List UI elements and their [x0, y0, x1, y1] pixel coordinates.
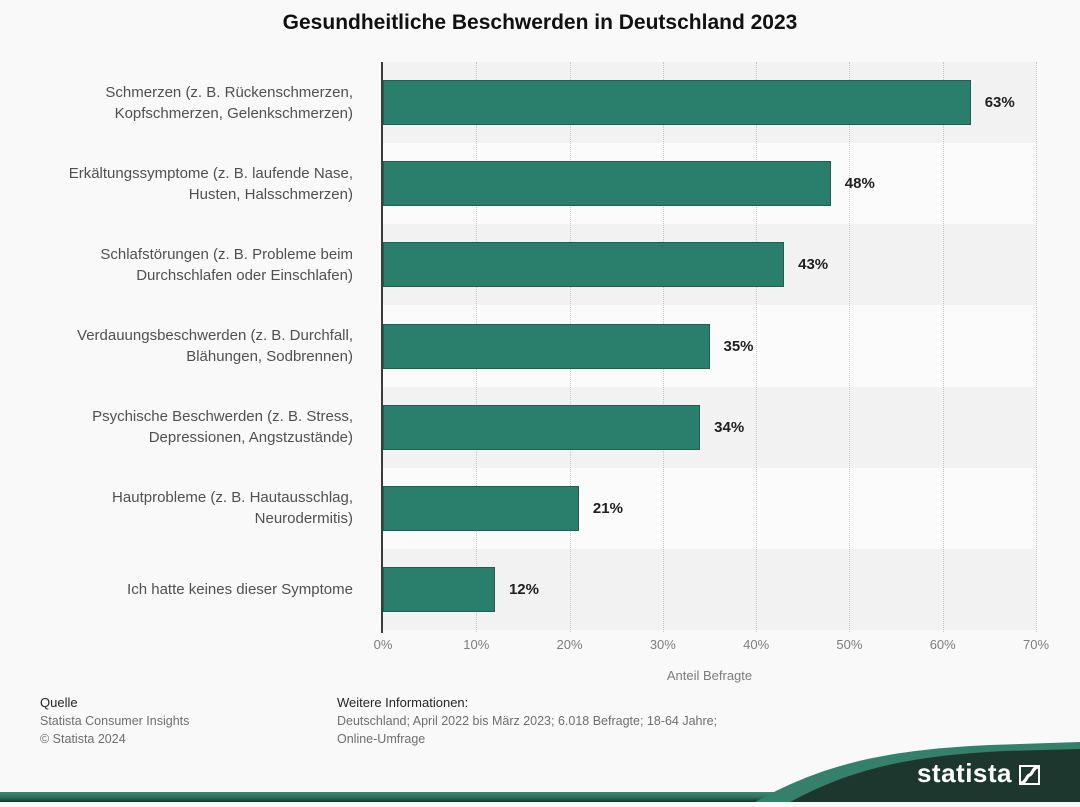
- footer-source-line: Statista Consumer Insights: [40, 714, 190, 728]
- x-tick-label: 60%: [929, 637, 956, 652]
- category-label-line: Erkältungssymptome (z. B. laufende Nase,: [68, 164, 353, 182]
- x-tick-label: 30%: [649, 637, 676, 652]
- x-tick-label: 40%: [743, 637, 770, 652]
- gridline: [1036, 62, 1037, 632]
- gridline: [942, 62, 944, 632]
- statista-wordmark: statista: [916, 758, 1012, 788]
- bar: [383, 242, 785, 288]
- footer-info-block: Weitere Informationen: Deutschland; Apri…: [337, 694, 717, 748]
- footer-info-line: Deutschland; April 2022 bis März 2023; 6…: [337, 714, 718, 728]
- footer-copyright-line: © Statista 2024: [40, 732, 126, 746]
- category-label-line: Blähungen, Sodbrennen): [186, 347, 353, 365]
- category-label-line: Verdauungsbeschwerden (z. B. Durchfall,: [77, 326, 353, 344]
- x-tick-label: 70%: [1022, 637, 1050, 652]
- x-tick-label: 10%: [463, 637, 490, 652]
- gridline: [756, 62, 758, 632]
- bar-value-label: 43%: [798, 256, 829, 274]
- bottom-bar: [0, 792, 1080, 802]
- bar: [383, 80, 971, 126]
- category-label-line: Depressionen, Angstzustände): [148, 429, 353, 447]
- bar-value-label: 63%: [984, 94, 1015, 112]
- chart-title: Gesundheitliche Beschwerden in Deutschla…: [282, 11, 798, 34]
- x-tick-label: 20%: [556, 637, 583, 652]
- swoosh-dark: [790, 749, 1080, 802]
- x-tick-label: 0%: [373, 637, 393, 652]
- category-label-line: Schlafstörungen (z. B. Probleme beim: [100, 245, 353, 263]
- category-label-line: Durchschlafen oder Einschlafen): [136, 266, 353, 284]
- bar: [383, 323, 710, 369]
- footer-info-heading: Weitere Informationen:: [337, 695, 469, 710]
- gridline: [849, 62, 851, 632]
- category-label-line: Kopfschmerzen, Gelenkschmerzen): [114, 104, 353, 122]
- bar: [383, 161, 831, 207]
- brand-swoosh-graphic: [0, 742, 1080, 802]
- x-tick-label: 50%: [836, 637, 863, 652]
- bar-value-label: 21%: [592, 499, 623, 517]
- bar: [383, 485, 579, 531]
- bar: [383, 404, 701, 450]
- category-label-line: Neurodermitis): [254, 510, 353, 528]
- category-label-line: Hautprobleme (z. B. Hautausschlag,: [112, 489, 353, 507]
- footer-source-heading: Quelle: [40, 695, 78, 710]
- category-label-line: Ich hatte keines dieser Symptome: [127, 580, 353, 598]
- category-label: Psychische Beschwerden (z. B. Stress, Dep…: [36, 387, 368, 468]
- category-label: Erkältungssymptome (z. B. laufende Nase,…: [36, 143, 368, 224]
- plot-area: 63% 48% 43% 35% 34% 21% 12%: [383, 62, 1037, 632]
- bar-value-label: 12%: [508, 580, 539, 598]
- category-label: Ich hatte keines dieser Symptome: [36, 549, 368, 630]
- y-axis-line: [381, 62, 383, 633]
- category-label: Schlafstörungen (z. B. Probleme beim Durc…: [36, 224, 368, 305]
- footer-source-block: Quelle Statista Consumer Insights © Stat…: [40, 694, 189, 748]
- category-label: Hautprobleme (z. B. Hautausschlag, Neurod…: [36, 468, 368, 549]
- statista-logo-mark-icon: [1019, 765, 1040, 785]
- category-label-line: Schmerzen (z. B. Rückenschmerzen,: [105, 83, 353, 101]
- bar: [383, 566, 495, 612]
- bar-value-label: 34%: [714, 418, 745, 436]
- category-label: Schmerzen (z. B. Rückenschmerzen, Kopfsch…: [36, 62, 368, 143]
- category-label-line: Husten, Halsschmerzen): [188, 185, 353, 203]
- x-axis-title: Anteil Befragte: [666, 668, 753, 683]
- footer-info-line: Online-Umfrage: [337, 732, 426, 746]
- bar-value-label: 48%: [844, 175, 875, 193]
- bar-value-label: 35%: [723, 337, 754, 355]
- statista-brand-band: statista: [0, 740, 1080, 802]
- category-label: Verdauungsbeschwerden (z. B. Durchfall, B…: [36, 305, 368, 386]
- category-label-line: Psychische Beschwerden (z. B. Stress,: [92, 408, 353, 426]
